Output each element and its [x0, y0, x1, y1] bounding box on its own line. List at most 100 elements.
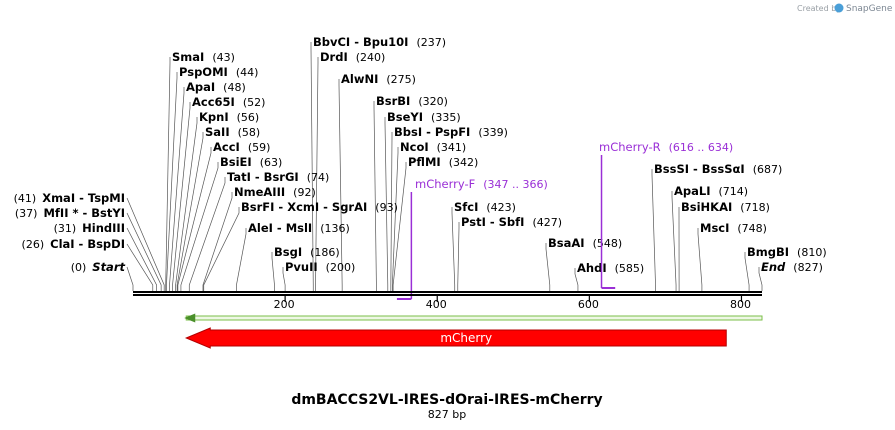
- site-label-pflmi: PflMI: [408, 155, 441, 169]
- site-position: (237): [416, 36, 446, 49]
- site-position: (44): [236, 66, 259, 79]
- site-position: (93): [375, 201, 398, 214]
- site-label-hindiii: HindIII: [82, 221, 125, 235]
- site-label-alwni: AlwNI: [341, 72, 378, 86]
- site-label-apai: ApaI: [186, 80, 215, 94]
- site-label-pspomi: PspOMI: [179, 65, 228, 79]
- site-label-sfci: SfcI: [454, 200, 478, 214]
- site-position: (52): [243, 96, 266, 109]
- site-label-tati-bsrgi: TatI - BsrGI: [227, 170, 299, 184]
- site-connector-line: [392, 147, 399, 291]
- site-label-bseyi: BseYI: [387, 110, 423, 124]
- site-label-end: End: [761, 260, 786, 274]
- site-label-ncoi: NcoI: [400, 140, 429, 154]
- site-position: (714): [719, 185, 749, 198]
- site-label-drdi: DrdI: [320, 50, 348, 64]
- snapgene-logo-icon: [834, 3, 844, 13]
- feature-arrows: mCherry: [184, 327, 727, 349]
- site-position: (342): [449, 156, 479, 169]
- tick-label: 600: [578, 298, 599, 311]
- site-connector-line: [126, 243, 154, 291]
- site-connector-line: [373, 101, 377, 291]
- site-label-smai: SmaI: [172, 50, 204, 64]
- site-connector-line: [338, 79, 343, 291]
- site-connector-line: [126, 212, 162, 291]
- site-connector-line: [165, 57, 171, 291]
- primer-range: (347 .. 366): [483, 178, 548, 191]
- site-connector-line: [169, 87, 185, 291]
- site-label-start: Start: [92, 260, 125, 274]
- site-position: (548): [593, 237, 623, 250]
- site-label-mfii-bstyi: MfII * - BstYI: [43, 206, 125, 220]
- site-position: (275): [386, 73, 416, 86]
- credit-text: Created by: [797, 4, 841, 13]
- site-position: (320): [418, 95, 448, 108]
- site-connector-line: [651, 169, 656, 291]
- site-position: (48): [223, 81, 246, 94]
- ruler-ticks: 200 400 600 800: [274, 296, 751, 311]
- site-connector-line: [271, 252, 275, 291]
- site-label-kpni: KpnI: [199, 110, 229, 124]
- sequence-title: dmBACCS2VL-IRES-dOrai-IRES-mCherry: [291, 392, 602, 408]
- site-position: (423): [486, 201, 516, 214]
- sequence-length: 827 bp: [428, 408, 466, 421]
- site-label-bsaai: BsaAI: [548, 236, 585, 250]
- site-position: (58): [238, 126, 261, 139]
- site-connector-line: [758, 267, 763, 291]
- feature-arrow-mcherry: [184, 327, 727, 349]
- site-position: (59): [248, 141, 271, 154]
- site-connector-line: [176, 132, 204, 291]
- site-connector-line: [545, 243, 551, 291]
- site-position: (43): [212, 51, 235, 64]
- site-connector-line: [282, 267, 286, 291]
- site-label-xmai-tspmi: XmaI - TspMI: [42, 191, 125, 205]
- site-connector-line: [457, 222, 460, 291]
- primer-label-mcherry-r: mCherry-R: [599, 140, 661, 154]
- primer-annotations: mCherry-F (347 .. 366) mCherry-R (616 .. 63…: [396, 140, 733, 300]
- orf-bar: [185, 315, 763, 321]
- site-label-apali: ApaLI: [674, 184, 711, 198]
- orf-arrow: [184, 313, 763, 323]
- feature-label: mCherry: [440, 331, 492, 345]
- site-position: (26): [22, 238, 45, 251]
- site-position: (827): [793, 261, 823, 274]
- site-position: (56): [237, 111, 260, 124]
- site-connectors: [126, 42, 763, 291]
- site-label-bbvci-bpu10i: BbvCI - Bpu10I: [313, 35, 408, 49]
- site-position: (339): [478, 126, 508, 139]
- site-connector-line: [126, 197, 165, 291]
- site-connector-line: [236, 228, 247, 291]
- site-label-pvuii: PvuII: [285, 260, 318, 274]
- tick-label: 400: [426, 298, 447, 311]
- site-connector-line: [697, 228, 703, 291]
- site-label-bmgbi: BmgBI: [747, 245, 789, 259]
- primer-label-mcherry-f: mCherry-F: [415, 177, 475, 191]
- site-position: (41): [14, 192, 37, 205]
- site-connector-line: [166, 72, 178, 291]
- site-label-bsssi-bsss-i: BssSI - BssSαI: [654, 162, 745, 176]
- site-label-acc65i: Acc65I: [192, 95, 235, 109]
- site-position: (748): [737, 222, 767, 235]
- snapgene-brand: SnapGene: [846, 4, 893, 14]
- site-position: (335): [431, 111, 461, 124]
- site-connector-line: [202, 192, 233, 291]
- site-label-bsihkai: BsiHKAI: [681, 200, 732, 214]
- site-connector-line: [172, 102, 191, 291]
- orf-arrowhead: [184, 313, 196, 323]
- site-position: (585): [615, 262, 645, 275]
- site-label-msci: MscI: [700, 221, 729, 235]
- site-label-alei-msli: AleI - MslI: [248, 221, 312, 235]
- site-position: (74): [307, 171, 330, 184]
- site-connector-line: [188, 177, 226, 291]
- site-position: (186): [310, 246, 340, 259]
- site-connector-line: [177, 147, 212, 291]
- site-label-nmeaiii: NmeAIII: [234, 185, 285, 199]
- site-connector-line: [310, 42, 314, 291]
- site-position: (718): [740, 201, 770, 214]
- site-position: (37): [15, 207, 38, 220]
- backbone-bottom-strand: [133, 294, 762, 296]
- site-label-psti-sbfi: PstI - SbfI: [461, 215, 524, 229]
- site-labels-right: SmaI (43)PspOMI (44) ApaI (48)Acc65I (52) KpnI…: [172, 35, 827, 275]
- site-label-clai-bspdi: ClaI - BspDI: [50, 237, 125, 251]
